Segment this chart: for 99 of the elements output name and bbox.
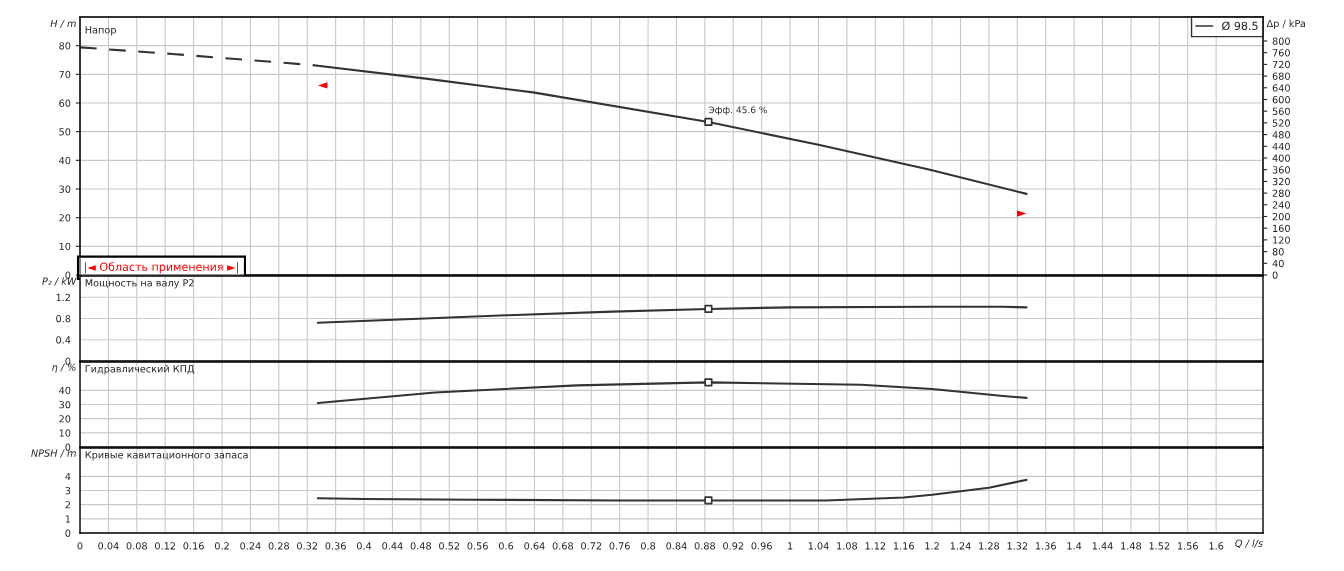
line-series (316, 305, 1028, 324)
y2-tick-label: 400 (1272, 154, 1290, 162)
y2-tick-label: 80 (1272, 248, 1284, 256)
x-tick-label: 1.36 (1035, 542, 1056, 550)
x-tick-label: 0.2 (214, 542, 229, 550)
x-tick-label: 0.84 (666, 542, 687, 550)
y2-tick-label: 640 (1272, 84, 1290, 92)
y2-tick-label: 40 (1272, 259, 1284, 268)
x-tick-label: 1.28 (979, 542, 1000, 550)
y-tick-label: 0 (65, 357, 71, 365)
legend-label: Ø 98.5 (1222, 21, 1258, 31)
x-tick-label: 0.92 (723, 542, 744, 550)
x-tick-label: 0.28 (268, 542, 289, 550)
y-axis-title: H / m (50, 19, 76, 28)
y2-tick-label: 120 (1273, 236, 1290, 244)
x-tick-label: 0.72 (581, 542, 602, 550)
y-tick-label: 1 (65, 515, 71, 523)
x-tick-label: 1.08 (837, 542, 858, 550)
y-tick-label: 80 (59, 42, 71, 50)
x-tick-label: 0.64 (524, 542, 545, 550)
annotation: ► (1016, 210, 1027, 217)
x-tick-label: 0.48 (410, 542, 431, 550)
x-tick-label: 0.08 (126, 542, 147, 550)
annotation: Эфф. 45.6 % (708, 106, 767, 115)
y2-tick-label: 680 (1272, 72, 1290, 80)
y2-tick-label: 360 (1272, 166, 1290, 174)
x-tick-label: 1.12 (865, 542, 886, 550)
x-tick-label: 0.16 (183, 542, 204, 550)
chart-title: Мощность на валу P2 (85, 279, 194, 289)
x-tick-label: 1.04 (808, 542, 829, 550)
x-tick-label: 1.48 (1121, 542, 1142, 550)
x-tick-label: 1.6 (1209, 542, 1224, 550)
annotation: |◄ Область применения ►| (84, 262, 238, 274)
x-tick-label: 1 (788, 542, 793, 550)
y-tick-label: 30 (59, 400, 71, 409)
y-tick-label: 0 (65, 271, 71, 279)
y-tick-label: 20 (59, 415, 71, 423)
x-tick-label: 0.32 (297, 542, 318, 550)
y-axis-title: P₂ / kW (42, 277, 77, 286)
y2-tick-label: 560 (1272, 107, 1290, 116)
y-tick-label: 50 (59, 128, 71, 136)
y2-tick-label: 240 (1272, 201, 1290, 209)
y2-tick-label: 0 (1272, 271, 1278, 279)
y-tick-label: 40 (59, 156, 71, 165)
text: Напор (85, 26, 116, 36)
x-tick-label: 1.2 (925, 542, 939, 550)
y2-tick-label: 320 (1272, 177, 1290, 186)
y2-tick-label: 280 (1272, 189, 1290, 197)
x-tick-label: 0.88 (694, 542, 716, 550)
y-tick-label: 20 (59, 214, 71, 222)
y-tick-label: 0 (65, 529, 71, 537)
x-tick-label: 0.44 (382, 542, 403, 550)
y-tick-label: 30 (59, 185, 71, 193)
x-tick-label: 1.52 (1149, 542, 1170, 550)
x-tick-label: 1.16 (893, 542, 914, 550)
y2-tick-label: 440 (1272, 142, 1290, 151)
x-tick-label: 0.6 (498, 542, 514, 550)
y2-tick-label: 160 (1273, 224, 1290, 233)
y-tick-label: 10 (59, 429, 71, 437)
x-tick-label: 0.04 (98, 542, 119, 550)
chart-title: Гидравлический КПД (85, 365, 195, 375)
x-tick-label: 0.8 (640, 542, 656, 550)
y2-tick-label: 800 (1272, 37, 1290, 45)
y2-tick-label: 760 (1272, 49, 1290, 57)
y-tick-label: 1.2 (56, 293, 70, 301)
x-tick-label: 0.68 (552, 542, 574, 550)
y2-axis-title: Δp / kPa (1266, 19, 1305, 29)
chart-title: Кривые кавитационного запаса (85, 451, 248, 461)
x-tick-label: 0.24 (240, 542, 261, 550)
x-tick-label: 0.96 (751, 542, 772, 550)
x-tick-label: 1.56 (1177, 542, 1198, 550)
annotation: ◄ (317, 82, 328, 89)
y-tick-label: 10 (59, 242, 71, 251)
x-tick-label: 0.36 (325, 542, 346, 550)
x-tick-label: 0.12 (155, 542, 176, 550)
y-tick-label: 0.4 (56, 336, 71, 344)
x-tick-label: 0.4 (356, 542, 372, 550)
y2-tick-label: 520 (1272, 119, 1290, 127)
x-tick-label: 1.32 (1007, 542, 1028, 550)
x-tick-label: 0.76 (609, 542, 630, 550)
y-tick-label: 70 (59, 70, 71, 79)
y-tick-label: 4 (65, 472, 71, 481)
x-tick-label: 0 (77, 542, 83, 550)
y-tick-label: 0.8 (56, 314, 71, 323)
y-tick-label: 3 (65, 486, 71, 495)
y2-tick-label: 600 (1272, 95, 1290, 104)
y-tick-label: 0 (65, 443, 71, 451)
y2-tick-label: 720 (1272, 60, 1290, 69)
x-axis-title: Q / l/s (1235, 539, 1263, 549)
y-tick-label: 40 (59, 386, 71, 395)
x-tick-label: 0.52 (439, 542, 460, 550)
y-tick-label: 60 (59, 99, 71, 107)
x-tick-label: 0.56 (467, 542, 488, 550)
y2-tick-label: 480 (1272, 131, 1290, 139)
y-tick-label: 2 (65, 501, 70, 509)
x-tick-label: 1.44 (1092, 542, 1113, 550)
x-tick-label: 1.4 (1067, 542, 1082, 550)
y2-tick-label: 200 (1272, 212, 1290, 221)
x-tick-label: 1.24 (950, 542, 971, 550)
